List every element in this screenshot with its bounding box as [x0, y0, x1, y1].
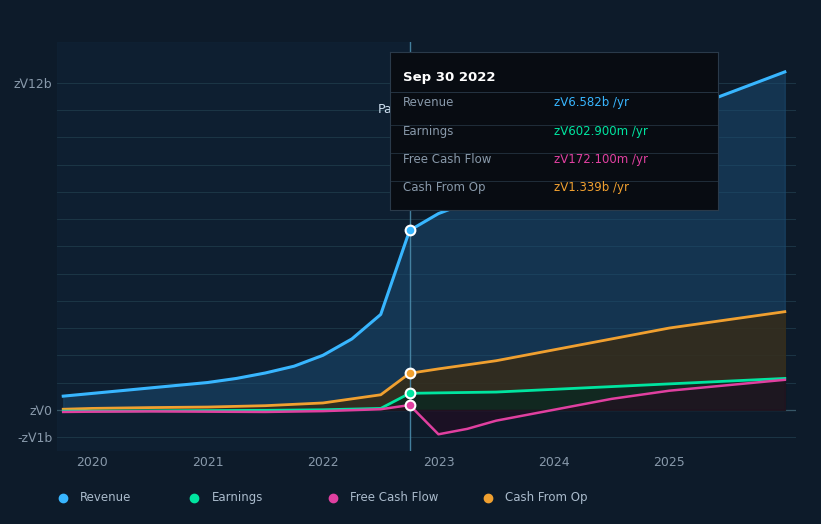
Text: Free Cash Flow: Free Cash Flow: [403, 153, 492, 166]
Bar: [410, 42, 796, 451]
Text: Earnings: Earnings: [403, 125, 455, 137]
Bar: [57, 42, 410, 451]
Text: Cash From Op: Cash From Op: [505, 492, 587, 504]
Text: Revenue: Revenue: [403, 96, 455, 109]
Text: Sep 30 2022: Sep 30 2022: [403, 71, 496, 84]
Text: Revenue: Revenue: [80, 492, 131, 504]
Text: zᐯ602.900m /yr: zᐯ602.900m /yr: [554, 125, 648, 137]
Text: Earnings: Earnings: [211, 492, 263, 504]
Text: zᐯ6.582b /yr: zᐯ6.582b /yr: [554, 96, 629, 109]
Text: Cash From Op: Cash From Op: [403, 181, 485, 194]
Text: zᐯ172.100m /yr: zᐯ172.100m /yr: [554, 153, 648, 166]
Text: zᐯ1.339b /yr: zᐯ1.339b /yr: [554, 181, 629, 194]
Text: Past: Past: [378, 103, 404, 116]
Text: Analysts Forecasts: Analysts Forecasts: [415, 103, 532, 116]
Text: Free Cash Flow: Free Cash Flow: [351, 492, 438, 504]
